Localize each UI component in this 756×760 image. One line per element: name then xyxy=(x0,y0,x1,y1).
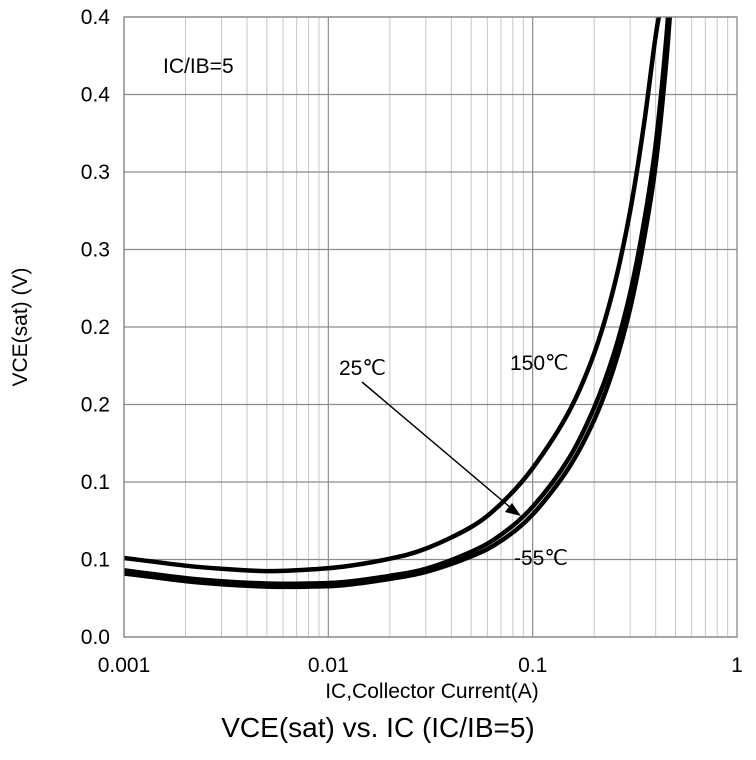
series-label-minus55c: -55℃ xyxy=(514,547,568,570)
grid xyxy=(123,16,737,638)
x-axis-title: IC,Collector Current(A) xyxy=(325,680,539,703)
chart-background xyxy=(0,0,756,712)
y-tick-label: 0.2 xyxy=(81,394,110,417)
x-tick-label: 0.01 xyxy=(308,654,349,677)
series-lines xyxy=(124,17,672,590)
y-tick-label: 0.4 xyxy=(81,6,111,29)
y-tick-label: 0.3 xyxy=(81,239,110,262)
chart-caption: VCE(sat) vs. IC (IC/IB=5) xyxy=(221,712,535,743)
y-tick-label: 0.1 xyxy=(81,549,110,572)
y-tick-label: 0.1 xyxy=(81,471,110,494)
vce-sat-chart: 0.001 0.01 0.1 1 0.0 0.1 0.1 0.2 0.2 0.3 0.3 0.4 0.4… xyxy=(0,0,756,712)
x-tick-label: 0.1 xyxy=(518,654,547,677)
plot-area-border xyxy=(123,16,738,638)
y-tick-label: 0.2 xyxy=(81,316,110,339)
series-label-150c: 150℃ xyxy=(510,352,569,375)
series-line-3 xyxy=(124,17,672,590)
series-line-1 xyxy=(124,17,662,574)
y-tick-label: 0.4 xyxy=(81,84,111,107)
y-axis-title: VCE(sat) (V) xyxy=(9,267,32,386)
y-tick-label: 0.3 xyxy=(81,161,110,184)
condition-label: IC/IB=5 xyxy=(163,55,234,78)
tick-labels: 0.001 0.01 0.1 1 0.0 0.1 0.1 0.2 0.2 0.3 0.3 0.4 0.4 xyxy=(81,6,743,677)
y-tick-label: 0.0 xyxy=(81,626,110,649)
annotation-arrow-head xyxy=(505,503,521,516)
x-tick-label: 0.001 xyxy=(98,654,151,677)
annotation-arrow-line xyxy=(361,381,512,509)
series-label-25c: 25℃ xyxy=(339,357,386,380)
series-line-2 xyxy=(124,17,671,587)
x-tick-label: 1 xyxy=(731,654,743,677)
